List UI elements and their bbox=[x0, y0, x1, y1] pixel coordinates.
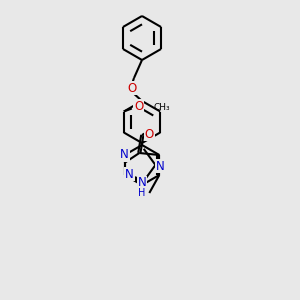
Text: H: H bbox=[138, 188, 146, 198]
Text: O: O bbox=[134, 100, 143, 113]
Text: O: O bbox=[145, 128, 154, 140]
Text: N: N bbox=[120, 148, 129, 161]
Text: N: N bbox=[138, 176, 146, 190]
Text: O: O bbox=[128, 82, 136, 94]
Text: CH₃: CH₃ bbox=[154, 103, 170, 112]
Text: N: N bbox=[156, 160, 165, 172]
Text: N: N bbox=[125, 167, 134, 181]
